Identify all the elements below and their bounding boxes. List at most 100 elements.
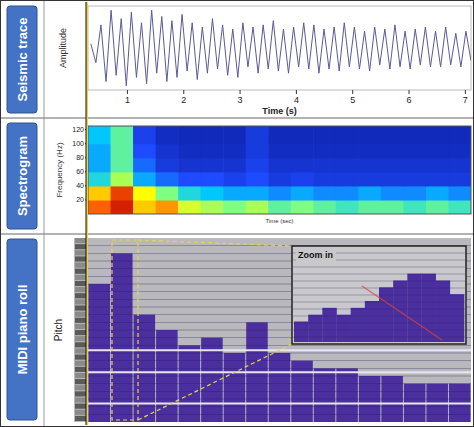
axis-title: Frequency (Hz) [55,142,64,197]
separator [44,1,45,426]
heat-cell [88,200,111,214]
inset-column [337,315,351,342]
heat-cell [448,186,471,201]
heat-cell [291,126,314,144]
heat-cell [268,186,291,201]
heat-cell [156,126,179,144]
heat-cell [223,172,246,187]
heat-cell [403,126,426,144]
panel-label: MIDI piano roll [15,285,30,375]
tick [240,90,241,94]
tick-label: 60 [76,168,84,175]
heat-cell [178,186,201,201]
heat-cell [313,158,336,173]
tick-label: 4 [294,95,299,105]
tick [409,90,410,94]
heat-cell [336,200,359,214]
keyboard-key [75,342,86,347]
zoom-connector [138,240,292,246]
keyboard-key [75,391,86,396]
pitch-row [88,406,471,407]
heat-cell [358,126,381,144]
heat-cell [133,172,156,187]
heat-cell [291,200,314,214]
heat-cell [313,144,336,159]
keyboard-key [75,299,86,304]
heat-cell [201,200,224,214]
heat-cell [133,186,156,201]
heat-cell [403,144,426,159]
pitch-row [293,323,465,324]
plot-area [88,6,471,90]
marks [91,10,471,86]
pitch-row [293,309,465,310]
inset-column [379,287,393,342]
keyboard-key [75,305,86,310]
pitch-row [88,376,471,377]
heat-cell [448,158,471,173]
heat-cell [336,186,359,201]
tick-label: 40 [76,182,84,189]
heat-cell [223,144,246,159]
separator [1,234,473,235]
heat-cell [111,200,134,214]
panel-label-box [7,239,37,420]
keyboard-key [75,318,86,323]
heat-cell [268,126,291,144]
heat-cell [246,158,269,173]
inset-glow [362,286,442,340]
trace-line [91,10,471,86]
heat-cell [448,126,471,144]
heat-cell [313,186,336,201]
heat-cell [426,200,449,214]
pitch-row [293,274,465,275]
heat-cell [448,172,471,187]
heat-cell [336,158,359,173]
heat-cell [426,144,449,159]
pitch-row [88,345,471,346]
note-column [224,353,246,422]
pitch-row [88,399,471,400]
axis-title: Pitch [53,319,64,341]
heat-cell [178,158,201,173]
tick-label: 5 [350,95,355,105]
heat-cell [88,126,111,144]
keyboard-key [75,312,86,317]
heat-cell [133,158,156,173]
keyboard-key [75,275,86,280]
tick [465,90,466,94]
heat-cell [403,200,426,214]
heat-cell [291,186,314,201]
tick-label: 20 [76,196,84,203]
keyboard-key [75,397,86,402]
heat-cell [358,172,381,187]
keyboard-key [75,379,86,384]
heat-cell [156,200,179,214]
heat-cell [291,172,314,187]
keyboard-key [75,238,86,243]
heat-cell [246,144,269,159]
inset-column [308,315,322,342]
pitch-row [88,353,471,354]
heat-cell [448,200,471,214]
tick-label: 1 [125,95,130,105]
keyboard-key [75,348,86,353]
figure: Seismic traceSpectrogramMIDI piano rollA… [0,0,474,427]
heat-cell [246,126,269,144]
pitch-row [293,330,465,331]
marks [88,126,471,214]
heat-cell [201,144,224,159]
separator [1,118,473,119]
keyboard-key [75,244,86,249]
heat-cell [111,144,134,159]
frame [1,1,474,427]
heat-cell [178,126,201,144]
keyboard-key [75,256,86,261]
roll-background [74,238,471,422]
heat-cell [246,172,269,187]
keyboard-key [75,416,86,421]
keyboard-key [75,263,86,268]
heat-cell [381,126,404,144]
heat-cell [381,158,404,173]
tick-label: 80 [76,154,84,161]
